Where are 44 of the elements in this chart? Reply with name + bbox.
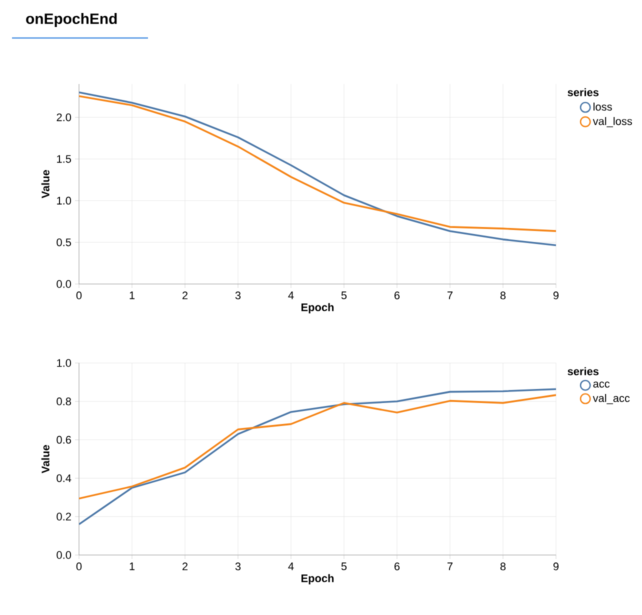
x-tick-label: 5 <box>341 292 347 300</box>
y-tick-label: 0.0 <box>56 551 72 559</box>
x-tick-label: 1 <box>130 292 135 300</box>
x-tick-label: 3 <box>235 292 241 300</box>
x-axis-title: Epoch <box>301 303 334 314</box>
legend-label: val_acc <box>592 394 630 404</box>
x-tick-label: 7 <box>448 292 452 300</box>
x-tick-label: 8 <box>500 292 506 300</box>
x-axis-title: Epoch <box>301 574 334 584</box>
y-tick-label: 0.6 <box>56 436 71 444</box>
y-tick-label: 2.0 <box>56 113 72 122</box>
x-tick-label: 4 <box>288 292 294 300</box>
y-tick-label: 1.5 <box>57 155 72 163</box>
x-tick-label: 9 <box>553 292 559 300</box>
legend-label: val_loss <box>592 117 632 128</box>
y-tick-label: 0.8 <box>56 398 71 406</box>
y-tick-label: 1.0 <box>57 196 72 205</box>
y-tick-label: 0.2 <box>56 512 71 520</box>
legend-title: series <box>568 367 599 376</box>
x-tick-label: 8 <box>500 562 506 570</box>
line-series <box>79 394 556 500</box>
x-tick-label: 6 <box>394 562 400 570</box>
x-tick-label: 9 <box>553 562 559 570</box>
legend-title: series <box>568 88 599 96</box>
y-tick-label: 0.5 <box>56 238 72 246</box>
y-axis-title: Value <box>41 170 50 198</box>
line-series <box>79 388 556 526</box>
x-tick-label: 2 <box>182 562 188 570</box>
x-tick-label: 2 <box>182 292 188 300</box>
x-tick-label: 0 <box>76 562 82 570</box>
y-tick-label: 1.0 <box>57 359 72 367</box>
x-tick-label: 0 <box>76 292 82 300</box>
legend-label: loss <box>594 102 612 111</box>
x-tick-label: 1 <box>130 562 135 570</box>
y-tick-label: 0.4 <box>56 474 72 482</box>
chart-title: onEpochEnd <box>26 13 117 27</box>
x-tick-label: 3 <box>235 562 241 570</box>
legend-label: acc <box>593 382 610 388</box>
x-tick-label: 4 <box>288 562 294 570</box>
y-tick-label: 0.0 <box>56 280 72 288</box>
x-tick-label: 6 <box>394 292 400 300</box>
x-tick-label: 5 <box>341 562 347 570</box>
x-tick-label: 7 <box>448 562 452 570</box>
y-axis-title: Value <box>41 445 50 474</box>
